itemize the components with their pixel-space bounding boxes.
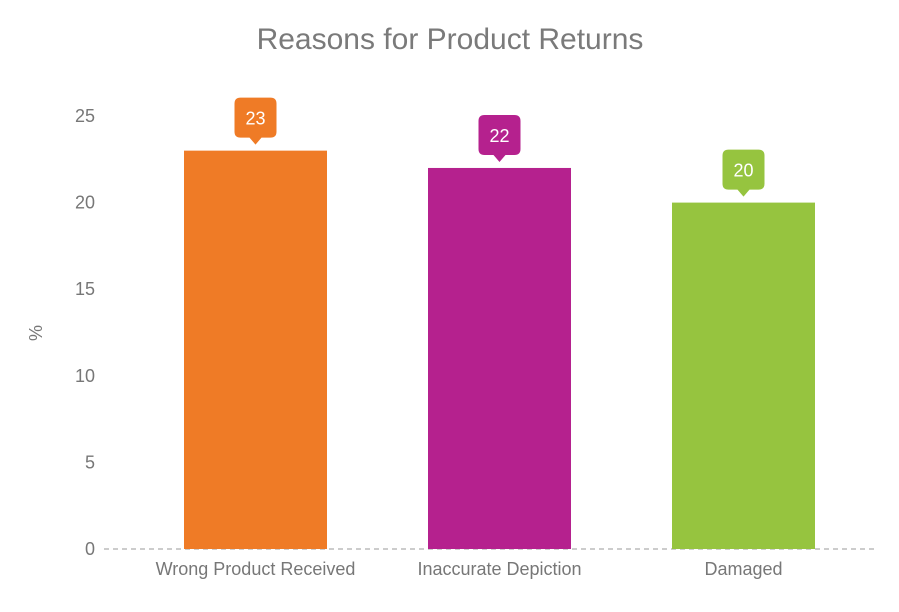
y-tick-label: 0	[85, 539, 95, 559]
data-label-callout	[478, 114, 521, 162]
x-tick-label: Damaged	[704, 559, 782, 579]
data-label: 23	[245, 109, 265, 129]
y-tick-label: 20	[75, 193, 95, 213]
bar[interactable]	[672, 202, 815, 549]
y-tick-label: 25	[75, 106, 95, 126]
y-tick-label: 15	[75, 279, 95, 299]
data-label-callout	[722, 149, 765, 197]
data-label: 20	[733, 161, 753, 181]
bar[interactable]	[184, 150, 327, 549]
y-tick-label: 10	[75, 366, 95, 386]
y-axis-label: %	[26, 325, 46, 341]
chart-title: Reasons for Product Returns	[257, 23, 644, 56]
data-label: 22	[489, 126, 509, 146]
bar[interactable]	[428, 167, 571, 549]
data-label-callout	[234, 97, 277, 145]
x-tick-label: Wrong Product Received	[156, 559, 356, 579]
x-tick-label: Inaccurate Depiction	[417, 559, 581, 579]
y-tick-label: 5	[85, 452, 95, 472]
